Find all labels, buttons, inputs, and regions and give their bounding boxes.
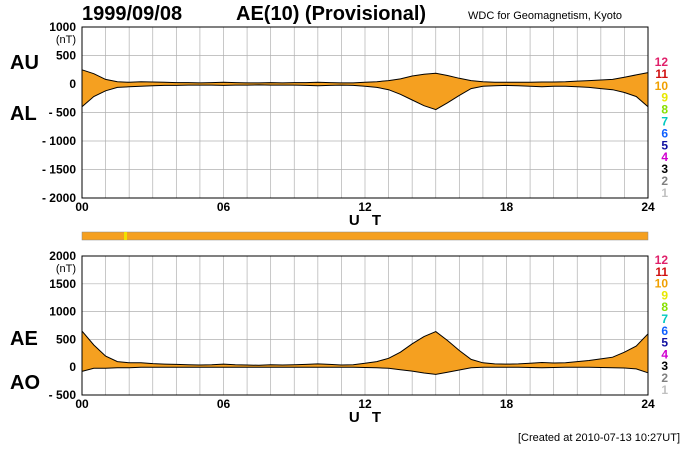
ae-label: AE [10,328,38,350]
x-tick-label: 00 [75,397,89,411]
plot-frame-upper [81,26,649,199]
station-count-label: 12 [655,253,669,267]
station-count-label: 9 [661,288,668,302]
y-tick-label: - 500 [49,388,77,402]
x-tick-label: 06 [217,200,231,214]
unit-label: (nT) [56,34,76,46]
unit-label: (nT) [56,263,76,275]
station-count-label: 7 [661,115,668,129]
x-tick-label: 06 [217,397,231,411]
station-count-label: 6 [661,126,668,140]
station-count-label: 10 [655,79,669,93]
station-count-label: 10 [655,277,669,291]
plot-frame-lower [81,255,649,396]
station-count-label: 3 [661,162,668,176]
y-tick-label: - 500 [49,106,77,120]
al-label: AL [10,103,37,125]
station-count-label: 9 [661,91,668,105]
station-count-label: 7 [661,312,668,326]
station-count-label: 8 [661,300,668,314]
x-tick-label: 12 [358,397,372,411]
series-line-ae [81,330,649,366]
y-tick-label: 1000 [49,305,76,319]
station-count-label: 4 [661,347,668,361]
x-tick-label: 18 [500,397,514,411]
y-tick-label: 1500 [49,277,76,291]
station-count-label: 11 [655,67,668,81]
chart-date: 1999/09/08 [82,3,183,25]
station-count-label: 11 [655,265,668,279]
x-tick-label: 24 [641,397,655,411]
y-tick-label: - 1000 [42,134,76,148]
station-count-label: 5 [661,336,668,350]
y-tick-label: 1000 [49,20,76,34]
y-tick-label: 0 [69,77,76,91]
band-fill-lower [82,331,648,375]
chart-title: AE(10) (Provisional) [236,3,427,25]
series-line-al [81,84,649,111]
station-count-label: 6 [661,324,668,338]
x-tick-label: 24 [641,200,655,214]
station-count-label: 12 [655,55,669,69]
y-tick-label: 500 [56,332,76,346]
station-count-label: 1 [661,186,668,200]
station-count-label: 1 [661,383,668,397]
ao-label: AO [10,372,40,394]
x-axis-label: U T [349,212,385,229]
station-count-label: 4 [661,150,668,164]
station-count-label: 8 [661,103,668,117]
y-tick-label: 0 [69,360,76,374]
station-status-bar [81,231,649,241]
station-count-label: 2 [661,174,668,188]
x-axis-label: U T [349,409,385,426]
y-tick-label: - 1500 [42,163,76,177]
au-label: AU [10,52,39,74]
source-label: WDC for Geomagnetism, Kyoto [468,10,623,22]
station-count-label: 3 [661,359,668,373]
x-tick-label: 12 [358,200,372,214]
station-status-marker [124,232,127,240]
y-tick-label: - 2000 [42,191,76,205]
series-line-ao [81,366,649,375]
series-line-au [81,69,649,84]
x-tick-label: 00 [75,200,89,214]
y-tick-label: 500 [56,49,76,63]
created-timestamp: [Created at 2010-07-13 10:27UT] [517,432,680,444]
x-tick-label: 18 [500,200,514,214]
y-tick-label: 2000 [49,249,76,263]
station-count-label: 2 [661,371,668,385]
station-count-label: 5 [661,138,668,152]
